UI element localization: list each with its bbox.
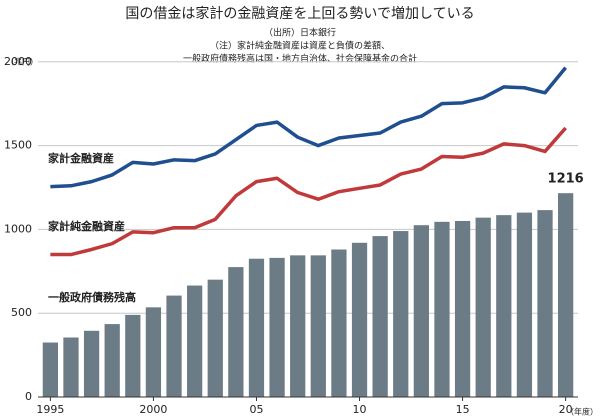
bar [454, 221, 471, 397]
x-tick-label: 15 [456, 403, 470, 416]
bar [125, 314, 141, 397]
value-label: 1216 [548, 172, 584, 187]
bar [516, 212, 533, 397]
x-tick-label: 05 [249, 403, 263, 416]
note: （出所）日本銀行 [264, 27, 336, 39]
bar [331, 249, 347, 397]
bar [310, 255, 326, 397]
bar [413, 225, 429, 397]
line [50, 126, 567, 257]
bar [496, 215, 512, 397]
bar [351, 242, 368, 397]
bar [166, 295, 182, 397]
bar [290, 255, 306, 397]
y-tick-label: 0 [25, 390, 32, 403]
x-tick-label: 20 [559, 403, 573, 416]
bar [83, 330, 100, 397]
bar [475, 217, 491, 397]
series-label: 家計純金融資産 [48, 219, 125, 233]
bar [434, 221, 450, 397]
bar [104, 324, 120, 397]
bar [558, 193, 574, 397]
line [50, 66, 567, 189]
bar [42, 342, 58, 397]
bar [63, 337, 79, 397]
x-tick-label: 10 [353, 403, 367, 416]
y-tick-label: 2000 [4, 55, 32, 68]
y-tick-label: 500 [11, 306, 32, 319]
x-tick-label: 1995 [36, 403, 64, 416]
y-axis-label: （兆円） [6, 57, 38, 67]
bar [248, 258, 265, 397]
y-tick-label: 1000 [4, 222, 32, 235]
bar [187, 285, 203, 397]
chart-title: 国の借金は家計の金融資産を上回る勢いで増加している [125, 5, 474, 22]
series-label: 家計金融資産 [48, 151, 114, 165]
note: （注）家計純金融資産は資産と負債の差額、 [210, 40, 390, 52]
bar [393, 231, 409, 397]
y-tick-label: 1500 [4, 139, 32, 152]
bar [269, 257, 285, 397]
note: 一般政府債務残高は国・地方自治体、社会保障基金の合計 [183, 53, 417, 65]
bar [228, 267, 244, 397]
bar [372, 236, 388, 397]
bar [207, 279, 223, 397]
bar [537, 210, 553, 397]
x-axis-label: （年度） [566, 407, 598, 417]
series-label: 一般政府債務残高 [48, 290, 136, 304]
x-tick-label: 2000 [139, 403, 167, 416]
bar [145, 307, 162, 397]
